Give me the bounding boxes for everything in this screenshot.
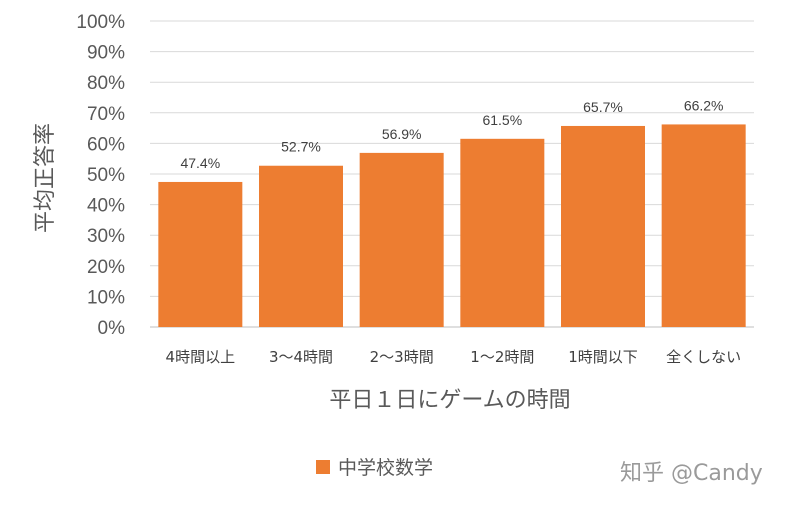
y-tick-label: 70%	[87, 104, 125, 125]
watermark: 知乎 @Candy	[620, 461, 763, 486]
bars	[158, 124, 746, 327]
y-axis-ticks: 0% 10% 20% 30% 40% 50% 60% 70% 80% 90% 100%	[76, 12, 125, 339]
x-axis-title: 平日１日にゲームの時間	[329, 388, 570, 413]
y-tick-label: 10%	[87, 287, 125, 308]
gridlines	[150, 20, 754, 328]
bar	[460, 138, 545, 327]
data-label: 47.4%	[180, 155, 220, 171]
bar	[359, 152, 444, 327]
y-tick-label: 30%	[87, 226, 125, 247]
legend-swatch	[316, 460, 330, 474]
bar	[561, 125, 645, 327]
x-tick-label: 4時間以上	[166, 348, 236, 366]
data-label: 66.2%	[684, 97, 724, 113]
y-tick-label: 90%	[87, 43, 125, 64]
y-axis-title: 平均正答率	[33, 123, 58, 233]
x-tick-label: 2～3時間	[370, 348, 434, 366]
x-tick-label: 3～4時間	[269, 348, 333, 366]
y-tick-label: 100%	[76, 12, 125, 33]
y-tick-label: 20%	[87, 257, 125, 278]
data-label: 52.7%	[281, 139, 321, 155]
bar	[259, 165, 343, 327]
data-labels: 47.4% 52.7% 56.9% 61.5% 65.7% 66.2%	[180, 97, 723, 171]
data-label: 65.7%	[583, 99, 623, 115]
bar	[158, 181, 243, 327]
x-tick-label: 1時間以下	[568, 348, 638, 366]
y-tick-label: 0%	[98, 318, 126, 339]
bar	[661, 124, 746, 327]
x-axis-categories: 4時間以上 3～4時間 2～3時間 1～2時間 1時間以下 全くしない	[166, 348, 742, 366]
y-tick-label: 50%	[87, 165, 125, 186]
y-tick-label: 60%	[87, 134, 125, 155]
x-tick-label: 全くしない	[666, 348, 741, 366]
legend: 中学校数学	[316, 457, 433, 479]
data-label: 56.9%	[382, 126, 422, 142]
legend-label: 中学校数学	[338, 457, 433, 479]
y-tick-label: 40%	[87, 196, 125, 217]
x-tick-label: 1～2時間	[470, 348, 534, 366]
data-label: 61.5%	[482, 112, 522, 128]
y-tick-label: 80%	[87, 73, 125, 94]
